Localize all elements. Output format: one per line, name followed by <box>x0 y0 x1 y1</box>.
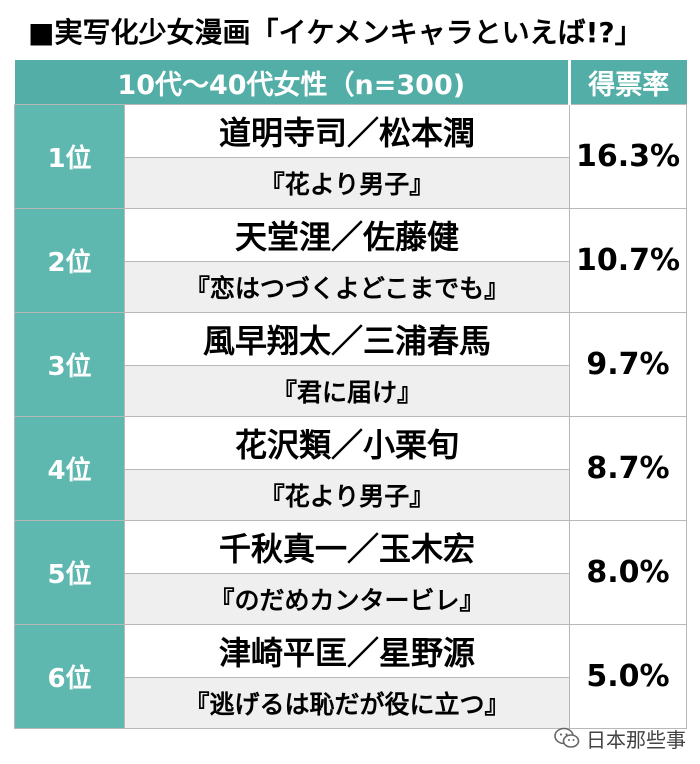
manga-title: 『逃げるは恥だが役に立つ』 <box>123 677 571 729</box>
vote-share: 10.7% <box>569 208 688 313</box>
character-actor-name: 花沢類／小栗旬 <box>123 416 571 470</box>
manga-title: 『のだめカンタービレ』 <box>123 573 571 625</box>
ranking-row-work: 『花より男子』 <box>15 157 687 209</box>
character-actor-name: 千秋真一／玉木宏 <box>123 520 571 574</box>
rank-label: 6位 <box>14 624 125 729</box>
ranking-row-work: 『逃げるは恥だが役に立つ』 <box>15 677 687 729</box>
header-row: 10代〜40代女性（n=300) 得票率 <box>14 60 687 105</box>
rank-label: 1位 <box>14 104 125 209</box>
rank-label: 3位 <box>14 312 125 417</box>
ranking-body: 1位 道明寺司／松本潤 16.3% 『花より男子』 2位 天堂浬／佐藤健 10.7% 『恋はつ… <box>14 104 688 729</box>
manga-title: 『君に届け』 <box>123 365 571 417</box>
ranking-row-work: 『のだめカンタービレ』 <box>15 573 687 625</box>
header-share: 得票率 <box>568 60 687 105</box>
ranking-row: 4位 花沢類／小栗旬 8.7% <box>14 416 688 521</box>
character-actor-name: 津崎平匡／星野源 <box>123 624 571 678</box>
character-actor-name: 風早翔太／三浦春馬 <box>123 312 571 366</box>
ranking-row: 2位 天堂浬／佐藤健 10.7% <box>14 208 688 313</box>
character-actor-name: 天堂浬／佐藤健 <box>123 208 571 262</box>
manga-title: 『花より男子』 <box>123 157 571 209</box>
rank-label: 5位 <box>14 520 125 625</box>
chart-title: ■実写化少女漫画「イケメンキャラといえば!?」 <box>28 16 643 49</box>
rank-label: 2位 <box>14 208 125 313</box>
vote-share: 8.0% <box>569 520 688 625</box>
ranking-row-work: 『恋はつづくよどこまでも』 <box>15 261 687 313</box>
vote-share: 5.0% <box>569 624 688 729</box>
ranking-row-work: 『花より男子』 <box>15 469 687 521</box>
vote-share: 9.7% <box>569 312 688 417</box>
rank-label: 4位 <box>14 416 125 521</box>
vote-share: 16.3% <box>569 104 688 209</box>
ranking-row: 1位 道明寺司／松本潤 16.3% <box>14 104 688 209</box>
watermark: 日本那些事 <box>554 722 686 754</box>
ranking-row: 5位 千秋真一／玉木宏 8.0% <box>14 520 688 625</box>
ranking-row: 6位 津崎平匡／星野源 5.0% <box>14 624 688 729</box>
manga-title: 『花より男子』 <box>123 469 571 521</box>
wechat-icon <box>554 727 580 749</box>
vote-share: 8.7% <box>569 416 688 521</box>
watermark-text: 日本那些事 <box>586 727 686 752</box>
manga-title: 『恋はつづくよどこまでも』 <box>123 261 571 313</box>
ranking-table: 10代〜40代女性（n=300) 得票率 1位 道明寺司／松本潤 16.3% 『花より… <box>14 60 688 729</box>
header-group: 10代〜40代女性（n=300) <box>14 60 570 105</box>
character-actor-name: 道明寺司／松本潤 <box>123 104 571 158</box>
ranking-row: 3位 風早翔太／三浦春馬 9.7% <box>14 312 688 417</box>
